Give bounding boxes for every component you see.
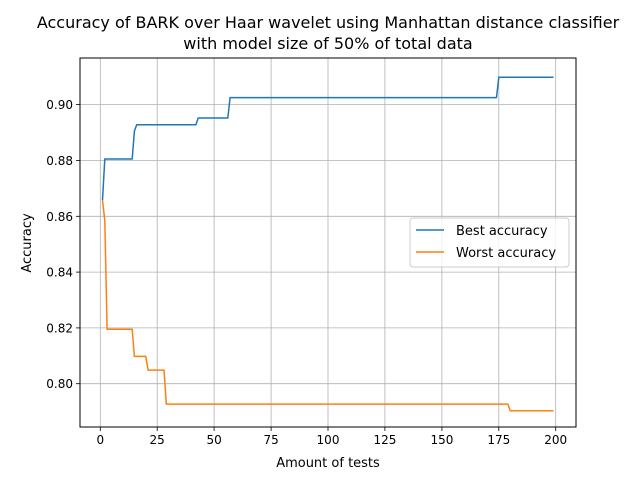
y-tick-label: 0.80	[46, 377, 73, 391]
x-tick-label: 0	[96, 433, 104, 447]
y-tick-label: 0.82	[46, 321, 73, 335]
x-tick-label: 100	[317, 433, 340, 447]
x-tick-label: 200	[544, 433, 567, 447]
legend: Best accuracy Worst accuracy	[409, 217, 570, 268]
y-axis-ticks: 0.80 0.82 0.84 0.86 0.88 0.90	[46, 98, 80, 391]
series-line-best-accuracy	[101, 76, 554, 201]
legend-label-worst-accuracy: Worst accuracy	[456, 246, 556, 261]
grid-lines	[80, 58, 576, 427]
x-tick-label: 25	[150, 433, 165, 447]
x-tick-label: 50	[206, 433, 221, 447]
y-tick-label: 0.90	[46, 98, 73, 112]
y-tick-label: 0.86	[46, 210, 73, 224]
chart-title-line1: Accuracy of BARK over Haar wavelet using…	[37, 13, 620, 32]
series-line-worst-accuracy	[101, 200, 554, 412]
x-axis-label: Amount of tests	[276, 456, 380, 471]
y-tick-label: 0.88	[46, 154, 73, 168]
legend-label-best-accuracy: Best accuracy	[456, 224, 548, 239]
x-tick-label: 125	[373, 433, 396, 447]
x-axis-ticks: 0 25 50 75 100 125 150 175 200	[96, 427, 567, 447]
y-axis-label: Accuracy	[20, 213, 35, 273]
legend-box	[409, 217, 570, 268]
x-tick-label: 150	[430, 433, 453, 447]
series-layer	[101, 76, 554, 412]
chart-title-line2: with model size of 50% of total data	[183, 34, 472, 53]
x-tick-label: 175	[487, 433, 510, 447]
x-tick-label: 75	[263, 433, 278, 447]
y-tick-label: 0.84	[46, 266, 73, 280]
